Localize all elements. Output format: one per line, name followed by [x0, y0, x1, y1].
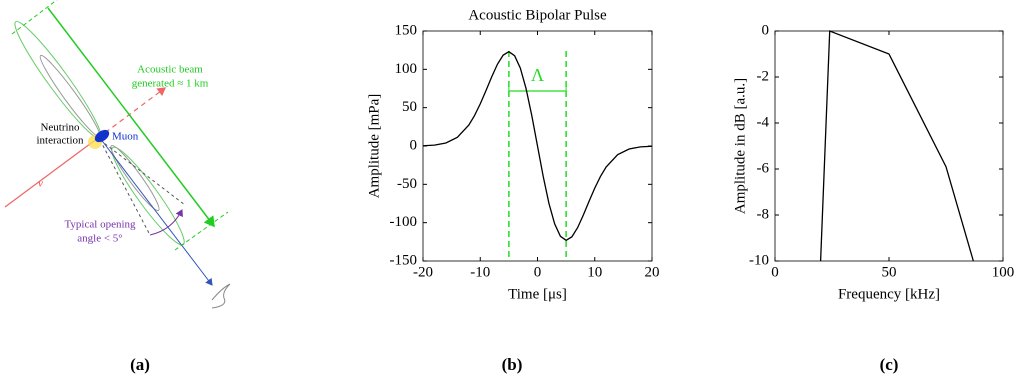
- data-line: [422, 50, 653, 242]
- y-tick-label: -4: [757, 114, 770, 130]
- beam-length-arrow: [47, 7, 215, 228]
- beam-end: [174, 211, 229, 251]
- neutrino-extension: [97, 87, 166, 139]
- y-tick-label: -2: [757, 68, 770, 84]
- x-tick-label: 10: [587, 264, 602, 280]
- muon: [94, 129, 110, 143]
- x-axis-label: Time [μs]: [508, 286, 567, 302]
- muon-track: [99, 137, 213, 286]
- chart-title: Acoustic Bipolar Pulse: [468, 7, 607, 23]
- x-tick-label: 20: [645, 264, 660, 280]
- muon-label: Muon: [112, 131, 139, 143]
- angle-arc: [149, 209, 183, 236]
- y-tick-label: -8: [757, 206, 770, 222]
- diagram: Acoustic beam generated ≈ 1 km Neutrino …: [4, 0, 231, 309]
- y-tick-label: 0: [410, 137, 418, 153]
- beam-lobe: [110, 144, 160, 212]
- y-tick-label: -10: [749, 252, 769, 268]
- y-tick-label: 50: [402, 99, 417, 115]
- y-axis-label: Amplitude [mPa]: [366, 94, 382, 199]
- y-tick-label: -6: [757, 160, 770, 176]
- neutrino-track: [4, 137, 99, 208]
- y-axis-label: Amplitude in dB [a.u.]: [732, 78, 748, 214]
- panel-label: (a): [130, 355, 150, 374]
- angle-label: Typical opening: [64, 219, 136, 231]
- interval-label: Λ: [531, 65, 544, 85]
- x-tick-label: 0: [771, 264, 779, 280]
- y-tick-label: 100: [395, 61, 418, 77]
- y-tick-label: -150: [390, 252, 418, 268]
- x-tick-label: 0: [534, 264, 542, 280]
- interaction-label: Neutrino: [40, 122, 80, 134]
- x-tick-label: 50: [882, 264, 897, 280]
- panel-label: (c): [880, 355, 899, 374]
- data-line: [819, 30, 974, 262]
- panel-label: (b): [502, 355, 523, 374]
- angle-label: angle < 5°: [77, 233, 122, 245]
- y-tick-label: 0: [762, 22, 770, 38]
- x-tick-label: -10: [470, 264, 490, 280]
- y-tick-label: -100: [390, 214, 418, 230]
- plot-frame: [774, 30, 1004, 262]
- beam-label: generated ≈ 1 km: [132, 78, 209, 90]
- interaction-label: interaction: [36, 135, 84, 147]
- neutrino-label: ν: [38, 178, 43, 190]
- y-tick-label: 150: [395, 22, 418, 38]
- beam-end: [11, 0, 58, 35]
- x-tick-label: 100: [992, 264, 1015, 280]
- y-tick-label: -50: [397, 176, 417, 192]
- x-tick-label: -20: [413, 264, 433, 280]
- x-axis-label: Frequency [kHz]: [838, 286, 940, 302]
- pulse-shape: [211, 283, 231, 309]
- beam-label: Acoustic beam: [137, 64, 203, 76]
